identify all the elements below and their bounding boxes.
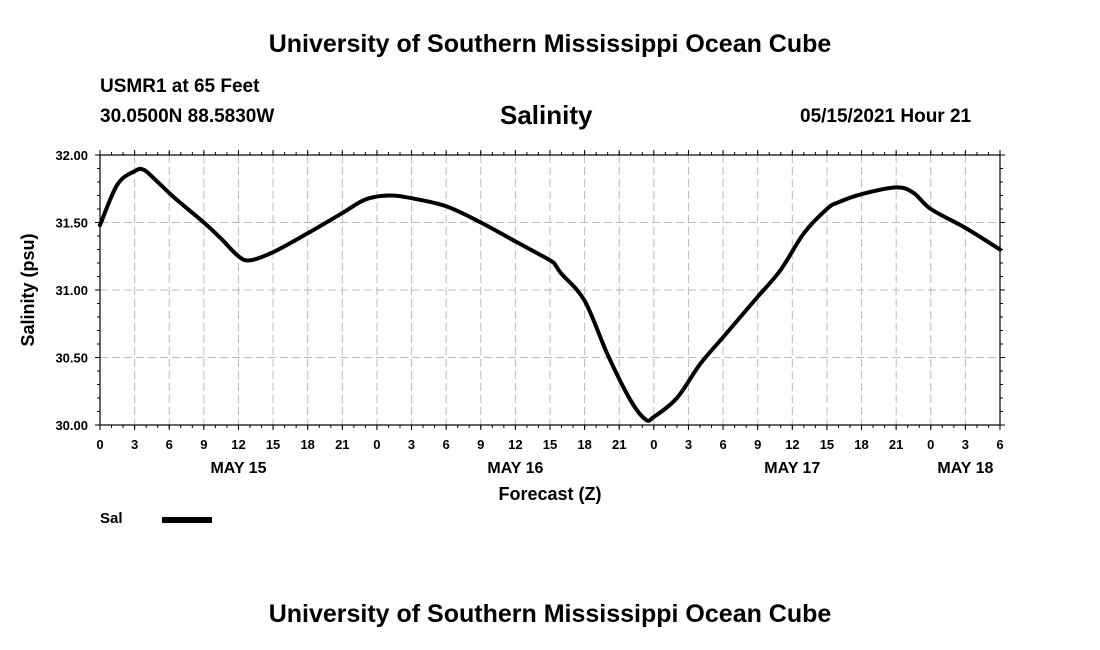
- x-tick-label: 18: [300, 437, 314, 452]
- organization-title: University of Southern Mississippi Ocean…: [268, 30, 832, 58]
- x-tick-label: 3: [131, 437, 138, 452]
- x-tick-label: 6: [166, 437, 173, 452]
- x-tick-labels: 0 3 6 9 12 15 18 21 0 3 6 9 12 15 18 21 0 3 6 9 12 15 18 21 0 3 6: [96, 437, 1003, 452]
- y-tick-label: 32.00: [55, 148, 88, 163]
- x-tick-label: 0: [927, 437, 934, 452]
- y-tick-label: 30.50: [55, 351, 88, 366]
- x-tick-label: 6: [443, 437, 450, 452]
- station-name: USMR1 at 65 Feet: [100, 76, 260, 97]
- x-axis-title: Forecast (Z): [498, 484, 601, 504]
- y-axis-title: Salinity (psu): [18, 233, 38, 346]
- x-tick-label: 3: [408, 437, 415, 452]
- x-tick-label: 9: [200, 437, 207, 452]
- date-labels: MAY 15 MAY 16 MAY 17 MAY 18: [210, 460, 993, 477]
- x-tick-label: 12: [231, 437, 245, 452]
- legend-label: Sal: [100, 510, 123, 527]
- legend-swatch: [162, 517, 212, 523]
- x-tick-label: 3: [685, 437, 692, 452]
- y-tick-label: 31.00: [55, 283, 88, 298]
- axis-ticks: [95, 150, 1005, 430]
- footer-title: University of Southern Mississippi Ocean…: [268, 600, 832, 628]
- date-label: MAY 18: [937, 460, 993, 477]
- x-tick-label: 0: [96, 437, 103, 452]
- x-tick-label: 3: [962, 437, 969, 452]
- date-label: MAY 17: [764, 460, 820, 477]
- forecast-datetime: 05/15/2021 Hour 21: [800, 106, 972, 127]
- x-tick-label: 6: [996, 437, 1003, 452]
- x-tick-label: 18: [577, 437, 591, 452]
- x-tick-label: 9: [754, 437, 761, 452]
- date-label: MAY 16: [487, 460, 543, 477]
- x-tick-label: 21: [612, 437, 626, 452]
- grid-lines: [100, 155, 1000, 425]
- x-tick-label: 9: [477, 437, 484, 452]
- x-tick-label: 12: [785, 437, 799, 452]
- y-tick-label: 30.00: [55, 418, 88, 433]
- x-tick-label: 0: [650, 437, 657, 452]
- x-tick-label: 6: [719, 437, 726, 452]
- station-coordinates: 30.0500N 88.5830W: [100, 106, 275, 127]
- x-tick-label: 12: [508, 437, 522, 452]
- x-tick-label: 15: [266, 437, 280, 452]
- x-tick-label: 0: [373, 437, 380, 452]
- x-tick-label: 21: [335, 437, 349, 452]
- date-label: MAY 15: [210, 460, 266, 477]
- x-tick-label: 18: [854, 437, 868, 452]
- x-tick-label: 15: [820, 437, 834, 452]
- x-tick-label: 15: [543, 437, 557, 452]
- y-tick-label: 31.50: [55, 216, 88, 231]
- series-line-sal: [98, 166, 1002, 423]
- y-tick-labels: 30.00 30.50 31.00 31.50 32.00: [55, 148, 88, 433]
- chart-title: Salinity: [500, 100, 593, 130]
- x-tick-label: 21: [889, 437, 903, 452]
